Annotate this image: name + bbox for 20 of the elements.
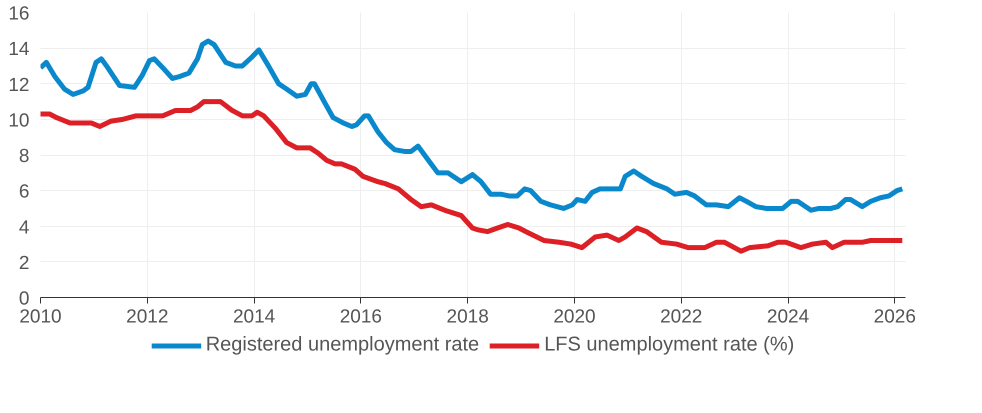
x-tick-label: 2012 (126, 306, 168, 328)
x-tick-label: 2020 (553, 306, 596, 328)
x-tick-label: 2022 (660, 306, 702, 328)
legend-label: Registered unemployment rate (206, 334, 480, 356)
y-tick-label: 16 (8, 4, 30, 24)
y-tick-label: 4 (18, 217, 30, 238)
x-tick-label: 2018 (446, 306, 489, 328)
legend-label: LFS unemployment rate (%) (544, 334, 794, 356)
x-tick-label: 2024 (766, 306, 810, 328)
x-tick-label: 2026 (874, 306, 916, 328)
y-tick-label: 2 (18, 252, 30, 274)
y-tick-label: 8 (18, 146, 30, 167)
x-tick-label: 2010 (19, 306, 62, 328)
x-tick-label: 2016 (340, 306, 382, 328)
x-tick-label: 2014 (232, 306, 276, 328)
y-tick-label: 14 (8, 39, 30, 60)
y-tick-label: 0 (18, 288, 30, 310)
y-tick-label: 12 (8, 74, 30, 96)
y-tick-label: 6 (18, 182, 30, 203)
y-tick-label: 10 (8, 110, 30, 132)
